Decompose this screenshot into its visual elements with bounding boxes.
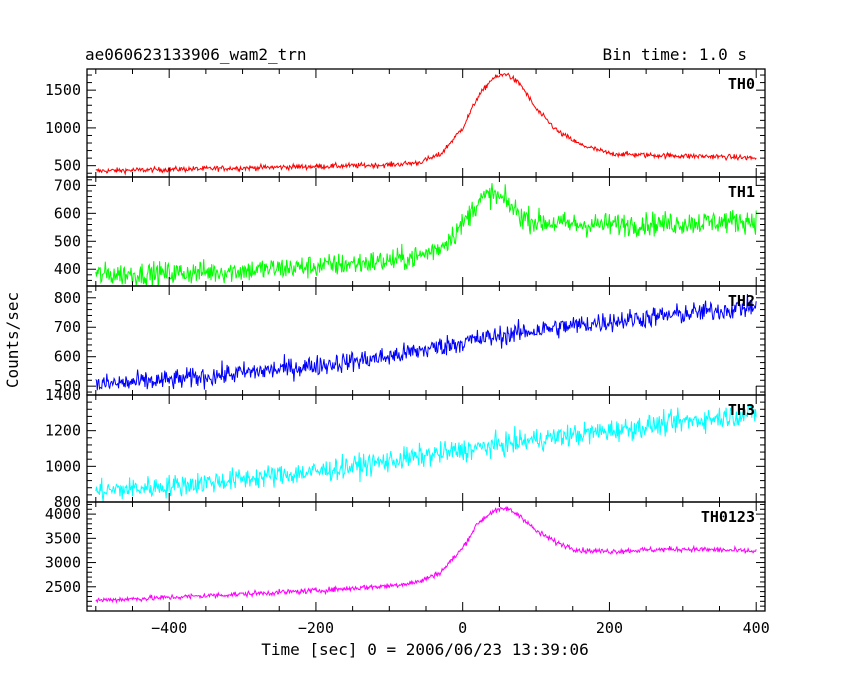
y-tick-label: 700 xyxy=(54,176,81,194)
y-tick-label: 1400 xyxy=(45,386,81,404)
y-tick-label: 500 xyxy=(54,377,81,395)
panel-frame xyxy=(86,285,766,396)
y-tick-label: 4000 xyxy=(45,505,81,523)
series-line-th0123 xyxy=(95,506,757,604)
panel-th1: 400 500 600 700 TH1 xyxy=(54,176,766,287)
series-line-th2 xyxy=(95,293,757,391)
bin-time-label: Bin time: 1.0 s xyxy=(603,45,748,64)
y-tick-label: 800 xyxy=(54,493,81,511)
x-axis: −400 −200 0 200 400 xyxy=(151,619,770,637)
panel-th0123: 2500 3000 3500 4000 TH0123 xyxy=(45,501,766,612)
y-tick-label: 1200 xyxy=(45,422,81,440)
series-line-th1 xyxy=(95,183,757,286)
y-tick-label: 3000 xyxy=(45,554,81,572)
panel-th3: 800 1000 1200 1400 TH3 xyxy=(45,386,766,511)
x-tick-label: −200 xyxy=(298,619,334,637)
y-tick-label: 3500 xyxy=(45,529,81,547)
y-tick-label: 1000 xyxy=(45,119,81,137)
y-tick-label: 400 xyxy=(54,260,81,278)
panel-frame xyxy=(86,176,766,287)
panel-th2: 500 600 700 800 TH2 xyxy=(54,285,766,396)
y-tick-label: 800 xyxy=(54,289,81,307)
panel-label: TH0123 xyxy=(701,508,755,526)
panel-label: TH1 xyxy=(728,183,755,201)
panels-group: 500 1000 1500 TH0 400 500 600 700 TH1 500 600 700 80… xyxy=(45,68,770,637)
x-axis-label: Time [sec] 0 = 2006/06/23 13:39:06 xyxy=(261,640,589,659)
y-axis-label: Counts/sec xyxy=(3,292,22,388)
y-tick-label: 1000 xyxy=(45,457,81,475)
series-line-th3 xyxy=(95,404,757,502)
x-tick-label: 400 xyxy=(743,619,770,637)
x-tick-label: −400 xyxy=(151,619,187,637)
panel-th0: 500 1000 1500 TH0 xyxy=(45,68,766,178)
y-tick-label: 600 xyxy=(54,348,81,366)
y-tick-label: 700 xyxy=(54,318,81,336)
chart-title: ae060623133906_wam2_trn xyxy=(85,45,307,64)
panel-frame xyxy=(86,68,766,178)
series-line-th0 xyxy=(95,72,757,176)
y-tick-label: 1500 xyxy=(45,81,81,99)
y-tick-label: 600 xyxy=(54,204,81,222)
x-tick-label: 0 xyxy=(458,619,467,637)
panel-label: TH0 xyxy=(728,75,755,93)
panel-label: TH2 xyxy=(728,292,755,310)
x-tick-label: 200 xyxy=(596,619,623,637)
panel-label: TH3 xyxy=(728,401,755,419)
y-tick-label: 500 xyxy=(54,232,81,250)
y-tick-label: 500 xyxy=(54,157,81,175)
y-tick-label: 2500 xyxy=(45,578,81,596)
